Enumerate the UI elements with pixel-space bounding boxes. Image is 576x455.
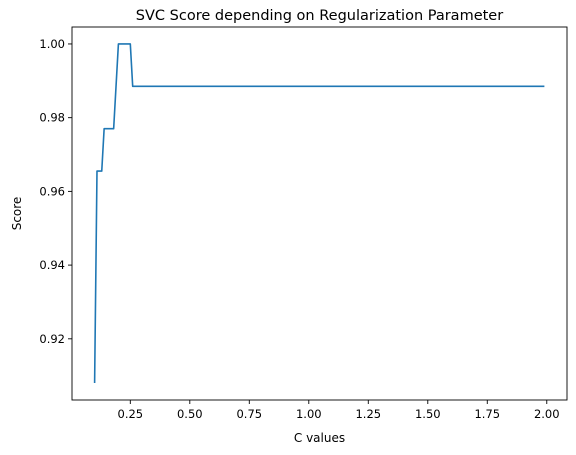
y-tick-label: 0.98 bbox=[39, 111, 65, 125]
y-axis: 0.92 0.94 0.96 0.98 1.00 bbox=[39, 37, 72, 346]
x-axis-label: C values bbox=[294, 431, 345, 445]
x-tick-label: 1.50 bbox=[415, 407, 441, 421]
x-axis: 0.25 0.50 0.75 1.00 1.25 1.50 1.75 2.00 bbox=[118, 400, 560, 421]
chart-title: SVC Score depending on Regularization Pa… bbox=[136, 8, 503, 24]
x-tick-label: 0.75 bbox=[236, 407, 262, 421]
y-axis-label: Score bbox=[10, 197, 24, 231]
x-tick-label: 1.75 bbox=[474, 407, 500, 421]
x-tick-label: 1.00 bbox=[296, 407, 322, 421]
x-tick-label: 1.25 bbox=[355, 407, 381, 421]
series-line-1 bbox=[93, 43, 545, 384]
axes-frame bbox=[71, 26, 568, 401]
y-tick-label: 0.92 bbox=[39, 332, 65, 346]
x-tick-label: 2.00 bbox=[534, 407, 560, 421]
plot-area bbox=[71, 26, 568, 401]
y-tick-label: 1.00 bbox=[39, 37, 65, 51]
x-tick-label: 0.25 bbox=[118, 407, 144, 421]
y-tick-label: 0.96 bbox=[39, 184, 65, 198]
x-tick-label: 0.50 bbox=[177, 407, 203, 421]
y-tick-label: 0.94 bbox=[39, 258, 65, 272]
